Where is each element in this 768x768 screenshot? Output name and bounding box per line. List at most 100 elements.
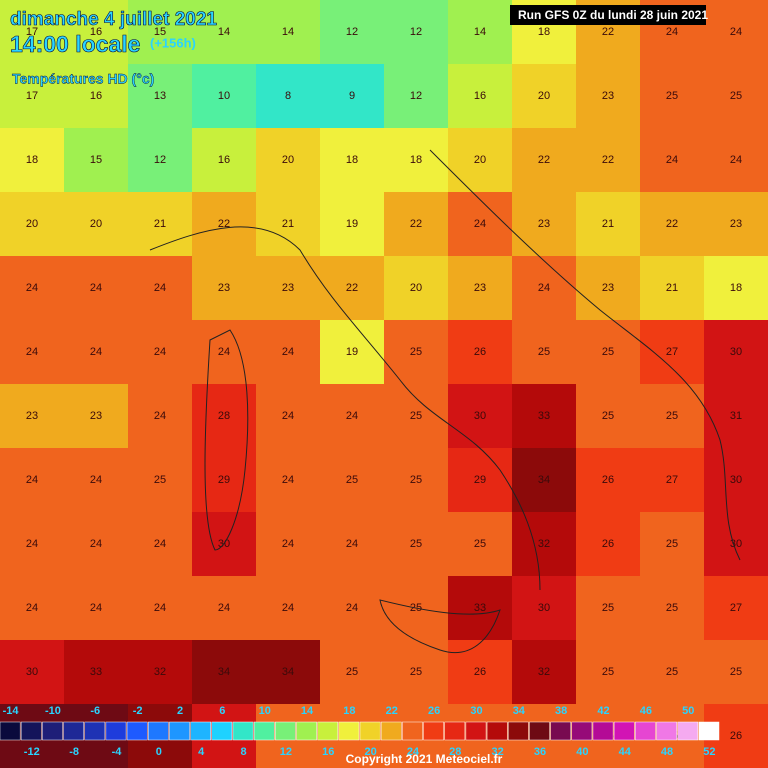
temperature-cell bbox=[576, 192, 641, 257]
temperature-value: 24 bbox=[730, 26, 742, 38]
temperature-cell bbox=[256, 448, 321, 513]
legend-swatch bbox=[380, 721, 402, 741]
temperature-value: 24 bbox=[26, 282, 38, 294]
legend-label: 0 bbox=[156, 746, 162, 758]
temperature-cell bbox=[704, 640, 768, 705]
temperature-value: 22 bbox=[410, 218, 422, 230]
temperature-cell bbox=[128, 128, 193, 193]
temperature-value: 25 bbox=[602, 346, 614, 358]
temperature-value: 24 bbox=[154, 410, 166, 422]
temperature-value: 22 bbox=[602, 26, 614, 38]
temperature-cell bbox=[192, 64, 257, 129]
temperature-value: 25 bbox=[154, 474, 166, 486]
temperature-value: 22 bbox=[666, 218, 678, 230]
temperature-value: 25 bbox=[410, 666, 422, 678]
temperature-cell bbox=[448, 256, 513, 321]
run-box bbox=[510, 5, 706, 25]
legend-label: 52 bbox=[703, 746, 715, 758]
temperature-value: 25 bbox=[474, 538, 486, 550]
temperature-value: 33 bbox=[538, 410, 550, 422]
temperature-value: 30 bbox=[538, 602, 550, 614]
temperature-cell bbox=[64, 320, 129, 385]
temperature-value: 19 bbox=[346, 346, 358, 358]
temperature-value: 34 bbox=[538, 474, 550, 486]
temperature-cell bbox=[64, 128, 129, 193]
temperature-cell bbox=[320, 640, 385, 705]
temperature-cell bbox=[576, 128, 641, 193]
temperature-value: 24 bbox=[282, 538, 294, 550]
legend-label: 16 bbox=[322, 746, 334, 758]
temperature-value: 30 bbox=[730, 346, 742, 358]
temperature-cell bbox=[0, 576, 65, 641]
temperature-cell bbox=[0, 0, 65, 65]
legend-label: 34 bbox=[513, 705, 526, 717]
temperature-value: 20 bbox=[282, 154, 294, 166]
temperature-value: 23 bbox=[602, 282, 614, 294]
temperature-value: 25 bbox=[666, 666, 678, 678]
temperature-cell bbox=[256, 0, 321, 65]
temperature-value: 23 bbox=[282, 282, 294, 294]
temperature-value: 24 bbox=[282, 474, 294, 486]
legend-swatch bbox=[63, 721, 84, 741]
temperature-cell bbox=[512, 128, 577, 193]
legend-label: -10 bbox=[45, 705, 61, 717]
temperature-value: 24 bbox=[282, 410, 294, 422]
temperature-value: 10 bbox=[218, 90, 230, 102]
temperature-cell bbox=[256, 512, 321, 577]
legend-label: 32 bbox=[492, 746, 504, 758]
temperature-value: 28 bbox=[218, 410, 230, 422]
temperature-cell bbox=[384, 192, 449, 257]
temperature-cell bbox=[640, 640, 705, 705]
legend-swatch bbox=[0, 721, 21, 741]
temperature-value: 23 bbox=[730, 218, 742, 230]
legend-swatch bbox=[105, 721, 127, 741]
temperature-cell bbox=[576, 448, 641, 513]
legend-swatch bbox=[275, 721, 296, 741]
temperature-value: 18 bbox=[346, 154, 358, 166]
temperature-cell bbox=[256, 128, 321, 193]
temperature-cell bbox=[512, 576, 577, 641]
temperature-value: 29 bbox=[474, 474, 486, 486]
temperature-value: 23 bbox=[26, 410, 38, 422]
temperature-cell bbox=[704, 64, 768, 129]
temperature-value: 24 bbox=[154, 282, 166, 294]
temperature-cell bbox=[576, 512, 641, 577]
temperature-cell bbox=[64, 448, 129, 513]
legend-swatch bbox=[402, 721, 423, 741]
temperature-value: 20 bbox=[538, 90, 550, 102]
temperature-cell bbox=[384, 0, 449, 65]
temperature-cell bbox=[704, 128, 768, 193]
legend-label: -4 bbox=[112, 746, 123, 758]
legend-swatch bbox=[84, 721, 106, 741]
temperature-value: 20 bbox=[474, 154, 486, 166]
temperature-cell bbox=[320, 512, 385, 577]
temperature-value: 25 bbox=[346, 474, 358, 486]
temperature-cell bbox=[256, 192, 321, 257]
temperature-cell bbox=[320, 192, 385, 257]
date: dimanche 4 juillet 2021 bbox=[10, 9, 217, 30]
temperature-value: 24 bbox=[90, 282, 102, 294]
temperature-cell bbox=[512, 192, 577, 257]
temperature-value: 25 bbox=[602, 410, 614, 422]
temperature-cell bbox=[0, 320, 65, 385]
temperature-cell bbox=[448, 448, 513, 513]
temperature-value: 25 bbox=[410, 538, 422, 550]
temperature-value: 30 bbox=[730, 474, 742, 486]
temperature-cell bbox=[704, 384, 768, 449]
temperature-cell bbox=[128, 576, 193, 641]
temperature-value: 23 bbox=[602, 90, 614, 102]
legend-label: -6 bbox=[90, 705, 100, 717]
temperature-cell bbox=[704, 512, 768, 577]
temperature-cell bbox=[320, 64, 385, 129]
legend-label: 36 bbox=[534, 746, 546, 758]
temperature-cell bbox=[448, 192, 513, 257]
coastlines bbox=[149, 149, 741, 654]
legend-swatch bbox=[698, 721, 720, 741]
temperature-value: 8 bbox=[285, 90, 291, 102]
temperature-value: 24 bbox=[154, 602, 166, 614]
temperature-cell bbox=[64, 0, 129, 65]
temperature-value: 24 bbox=[26, 346, 38, 358]
temperature-cell bbox=[320, 128, 385, 193]
temperature-value: 25 bbox=[410, 474, 422, 486]
